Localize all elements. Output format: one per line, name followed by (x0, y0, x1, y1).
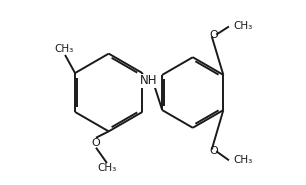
Text: CH₃: CH₃ (97, 163, 117, 173)
Text: CH₃: CH₃ (233, 155, 253, 165)
Text: CH₃: CH₃ (54, 44, 74, 54)
Text: O: O (209, 30, 218, 40)
Text: NH: NH (140, 74, 157, 87)
Text: O: O (209, 146, 218, 156)
Text: CH₃: CH₃ (233, 21, 253, 31)
Text: O: O (92, 138, 100, 148)
